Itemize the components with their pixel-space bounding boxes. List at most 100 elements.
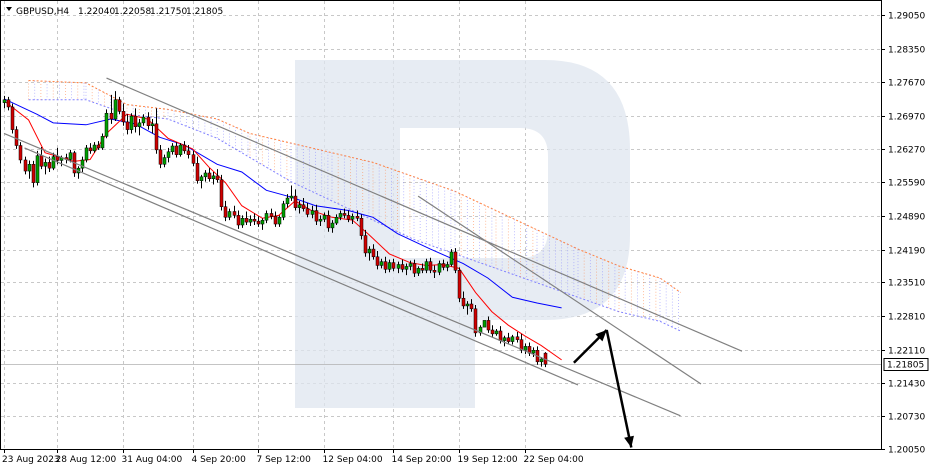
candle-body	[43, 162, 48, 167]
candle	[375, 251, 380, 270]
candle-body	[129, 115, 134, 130]
candle-body	[31, 164, 36, 183]
plot-frame	[0, 0, 882, 450]
candle	[96, 141, 101, 150]
candle-body	[2, 99, 7, 103]
time-tick-label: 14 Sep 20:00	[392, 455, 452, 465]
candle-body	[174, 145, 179, 155]
candle	[408, 260, 413, 271]
candle	[141, 114, 146, 126]
candle	[186, 145, 191, 159]
candle-body	[465, 303, 470, 307]
candle	[211, 172, 216, 185]
candle-body	[314, 210, 319, 222]
candle	[260, 218, 265, 230]
candle	[84, 145, 89, 163]
candle-body	[510, 336, 515, 342]
candle	[330, 220, 335, 233]
candle-body	[80, 159, 85, 169]
candle-body	[334, 217, 339, 224]
upper-channel	[106, 77, 743, 352]
candle-body	[326, 215, 331, 229]
candle	[199, 174, 204, 189]
candle-body	[301, 204, 306, 209]
candle	[207, 168, 212, 182]
candle-body	[445, 264, 450, 268]
candle-body	[252, 218, 257, 222]
candle-body	[162, 157, 167, 165]
candle-body	[170, 145, 175, 153]
candle-body	[424, 261, 429, 271]
candle-body	[285, 197, 290, 205]
arrow-shaft	[605, 329, 633, 448]
candle-body	[453, 251, 458, 271]
candle	[43, 158, 48, 175]
candle	[310, 205, 315, 219]
candle	[482, 320, 487, 328]
forecast-arrows	[573, 329, 634, 448]
candle	[502, 335, 507, 347]
candle	[326, 210, 331, 232]
candle-body	[502, 337, 507, 341]
candle-body	[297, 204, 302, 208]
candle-body	[154, 123, 159, 151]
candle-body	[416, 268, 421, 274]
candle	[420, 263, 425, 274]
price-tick-label: 1.25590	[888, 179, 925, 189]
candle	[18, 142, 23, 164]
candle-body	[195, 163, 200, 181]
high-value: 1.22058	[114, 7, 151, 17]
candle-body	[207, 172, 212, 180]
candle-body	[281, 203, 286, 218]
candle	[244, 211, 249, 225]
candle-body	[391, 262, 396, 269]
candle-body	[441, 263, 446, 268]
price-tick-label: 1.20050	[888, 446, 925, 456]
candle	[371, 244, 376, 260]
candle	[297, 200, 302, 214]
candle-body	[55, 156, 60, 161]
candle	[334, 214, 339, 225]
candle	[232, 205, 237, 219]
candle-body	[375, 256, 380, 266]
candle-body	[219, 179, 224, 207]
candle-body	[14, 129, 19, 146]
candle	[182, 141, 187, 154]
candle	[133, 108, 138, 133]
candle	[449, 249, 454, 267]
candle-body	[23, 159, 28, 172]
candle-body	[137, 122, 142, 127]
candle-body	[191, 154, 196, 164]
candle-body	[203, 172, 208, 178]
candle-body	[150, 123, 155, 127]
dropdown-triangle-icon	[6, 7, 12, 11]
candle-body	[396, 264, 401, 269]
candle-body	[104, 112, 109, 137]
candle	[121, 103, 126, 126]
candle-body	[260, 219, 265, 225]
candle-body	[482, 320, 487, 328]
candle	[227, 208, 232, 221]
candle	[445, 261, 450, 272]
candle	[293, 189, 298, 211]
candle	[424, 258, 429, 274]
close-value: 1.21805	[186, 7, 223, 17]
candle-body	[469, 303, 474, 310]
candle	[379, 258, 384, 269]
candle	[523, 343, 528, 355]
candle	[391, 258, 396, 272]
candle	[412, 259, 417, 278]
candle-body	[379, 261, 384, 266]
candle	[129, 113, 134, 134]
candle-body	[342, 213, 347, 216]
time-tick-label: 12 Sep 04:00	[323, 455, 383, 465]
down-arrow	[605, 329, 634, 448]
candle-body	[182, 144, 187, 152]
candle	[355, 210, 360, 222]
candle-body	[117, 99, 122, 112]
price-tick-label: 1.29050	[888, 12, 925, 22]
time-tick-label: 7 Sep 12:00	[257, 455, 312, 465]
price-tick-label: 1.28350	[888, 46, 925, 56]
candle	[269, 208, 274, 220]
